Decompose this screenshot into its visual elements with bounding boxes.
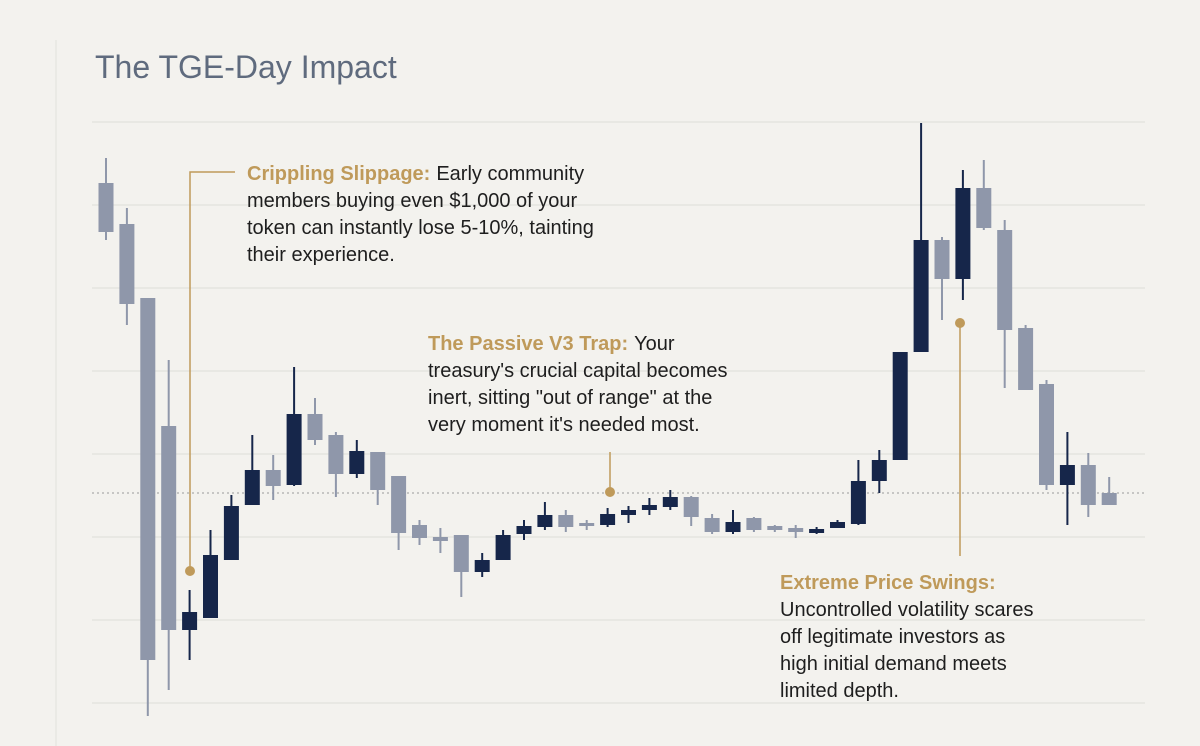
annotation-line: treasury's crucial capital becomes: [428, 360, 728, 382]
candle-body: [850, 481, 866, 524]
chart-title: The TGE-Day Impact: [95, 49, 397, 85]
candle-body: [286, 414, 302, 485]
candle-body: [809, 529, 825, 533]
annotation-line: their experience.: [247, 244, 395, 266]
candle-body: [495, 535, 511, 560]
annotation-line: limited depth.: [780, 680, 899, 702]
annotation-title: Extreme Price Swings:: [780, 572, 996, 594]
candle-body: [349, 451, 365, 474]
candle-body: [725, 522, 741, 532]
candle-body: [913, 240, 929, 352]
annotation-line: high initial demand meets: [780, 653, 1007, 675]
candle-body: [98, 183, 114, 232]
leader-line: [189, 171, 235, 571]
candle-body: [662, 497, 678, 507]
candle-body: [203, 555, 218, 618]
candle-body: [453, 535, 469, 572]
candle-body: [265, 470, 281, 486]
candle-body: [892, 352, 908, 460]
annotation: Crippling Slippage: Early community member…: [247, 163, 594, 266]
annotation: Extreme Price Swings: Uncontrolled volati…: [780, 572, 1033, 702]
candle-body: [788, 528, 804, 532]
candle-body: [683, 497, 699, 517]
candle-body: [746, 518, 762, 530]
candle-body: [223, 506, 239, 560]
candle-body: [1080, 465, 1096, 505]
annotation-line: Uncontrolled volatility scares: [780, 599, 1033, 621]
candle-body: [119, 224, 135, 304]
candle-body: [244, 470, 260, 505]
candle-body: [412, 525, 427, 538]
annotation-title: Crippling Slippage:: [247, 163, 430, 185]
annotation-line: very moment it's needed most.: [428, 414, 700, 436]
annotation-line: token can instantly lose 5-10%, tainting: [247, 217, 594, 239]
candle-body: [600, 514, 616, 525]
candle-body: [976, 188, 992, 228]
candle-body: [558, 515, 574, 527]
candle-body: [934, 240, 950, 279]
candle-body: [1039, 384, 1054, 485]
candle-body: [328, 435, 344, 474]
leader-dot: [605, 487, 615, 497]
candle-body: [161, 426, 177, 630]
leader-dot: [185, 566, 195, 576]
candle-body: [955, 188, 971, 279]
leaders: [189, 171, 961, 571]
candle-body: [391, 476, 407, 533]
candle-body: [997, 230, 1013, 330]
candle-body: [579, 523, 595, 526]
candle-body: [830, 522, 845, 528]
candle-body: [474, 560, 490, 572]
candle-body: [704, 518, 720, 532]
annotation-line: inert, sitting "out of range" at the: [428, 387, 712, 409]
candle-body: [621, 510, 636, 515]
annotation-line: members buying even $1,000 of your: [247, 190, 578, 212]
annotation-line: Your: [634, 333, 675, 355]
leader-dot: [955, 318, 965, 328]
candle-body: [767, 526, 783, 530]
annotation: The Passive V3 Trap: Your treasury's cruci…: [428, 333, 728, 436]
annotation-title: The Passive V3 Trap:: [428, 333, 628, 355]
candle-body: [370, 452, 386, 490]
candle-body: [641, 505, 657, 510]
candle-body: [307, 414, 323, 440]
candle-body: [871, 460, 887, 481]
candle-body: [432, 537, 448, 541]
candle-body: [1018, 328, 1034, 390]
annotation-line: off legitimate investors as: [780, 626, 1005, 648]
candle-body: [1101, 493, 1117, 505]
annotation-line: Early community: [436, 163, 584, 185]
candle-body: [516, 526, 532, 534]
candle-body: [1059, 465, 1075, 485]
candle-body: [140, 298, 156, 660]
candle-body: [537, 515, 553, 527]
candle-body: [182, 612, 198, 630]
